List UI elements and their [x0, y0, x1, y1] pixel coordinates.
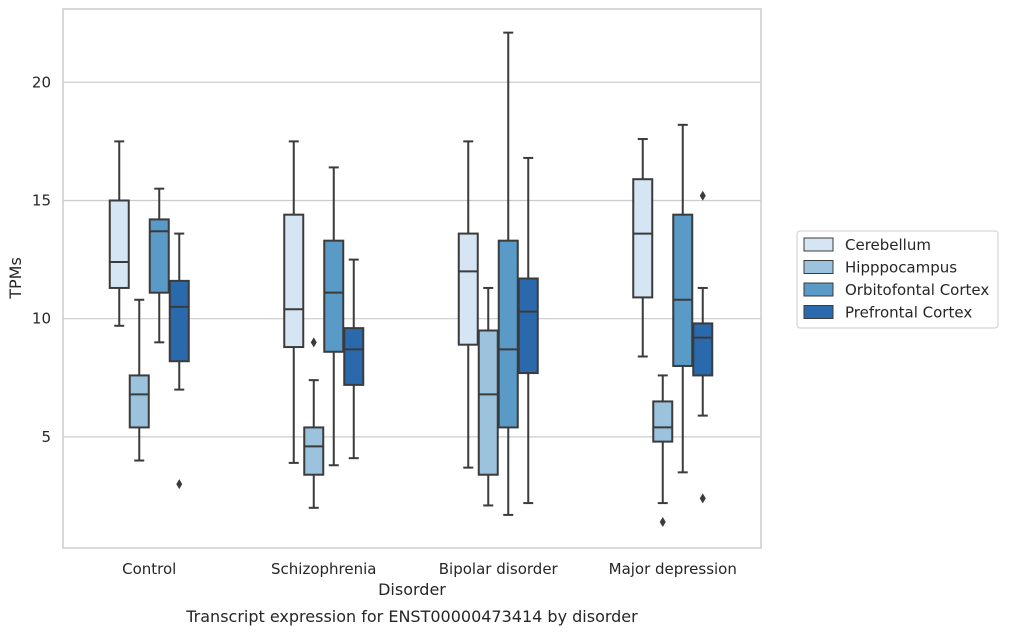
y-tick-labels: 5 10 15 20 — [32, 73, 51, 446]
box — [672, 213, 694, 367]
x-tick-label: Control — [122, 560, 176, 578]
box-plot — [652, 374, 674, 527]
box-plot — [517, 156, 539, 505]
outlier-point — [310, 337, 317, 348]
x-tick-labels: Control Schizophrenia Bipolar disorder Majo… — [122, 560, 737, 578]
outlier-point — [699, 190, 706, 201]
box-plots — [108, 31, 714, 527]
box — [477, 329, 499, 476]
box-plot — [108, 140, 130, 327]
x-tick-label: Major depression — [609, 560, 737, 578]
box — [497, 239, 519, 429]
box — [692, 322, 714, 377]
box-plot — [168, 232, 190, 490]
box — [457, 232, 479, 346]
box-plot — [303, 337, 325, 509]
box — [517, 277, 539, 375]
box — [303, 426, 325, 476]
legend-swatch — [803, 305, 834, 319]
box — [343, 327, 365, 386]
box-plot — [497, 31, 519, 516]
box — [283, 213, 305, 349]
x-axis-label: Disorder — [378, 580, 446, 599]
box — [108, 199, 130, 289]
box — [632, 178, 654, 299]
chart-caption: Transcript expression for ENST0000047341… — [185, 607, 638, 626]
box — [652, 400, 674, 443]
plot-frame — [62, 8, 762, 549]
legend-frame — [796, 230, 999, 329]
box-plot — [457, 140, 479, 469]
outlier-point — [699, 493, 706, 504]
legend-label: Cerebellum — [845, 236, 931, 254]
box-plot — [632, 138, 654, 358]
legend-swatch — [803, 282, 834, 297]
legend-label: Orbitofontal Cortex — [845, 281, 989, 299]
box-plot — [692, 190, 714, 504]
box-plot — [283, 140, 305, 464]
box-plot — [343, 258, 365, 460]
legend-swatch — [803, 260, 834, 274]
outlier-point — [176, 479, 183, 490]
box — [128, 374, 150, 429]
outlier-point — [659, 516, 666, 527]
y-tick-label: 5 — [41, 428, 51, 446]
legend-label: Hipppocampus — [845, 259, 957, 277]
box-plot — [148, 187, 170, 344]
box-plot — [128, 298, 150, 462]
x-tick-label: Schizophrenia — [271, 560, 376, 578]
box — [148, 218, 170, 294]
box-plot — [477, 286, 499, 507]
box — [323, 239, 345, 353]
box-plot — [672, 123, 694, 474]
legend-label: Prefrontal Cortex — [845, 304, 972, 322]
box — [168, 279, 190, 363]
box-plot — [323, 166, 345, 467]
legend-swatch — [803, 237, 834, 252]
y-axis-label: TPMs — [6, 257, 25, 300]
y-tick-label: 20 — [32, 73, 51, 91]
x-tick-label: Bipolar disorder — [439, 560, 559, 578]
y-tick-label: 10 — [32, 310, 51, 328]
y-tick-label: 15 — [32, 191, 51, 209]
legend: Cerebellum Hipppocampus Orbitofontal Corte… — [796, 230, 999, 329]
